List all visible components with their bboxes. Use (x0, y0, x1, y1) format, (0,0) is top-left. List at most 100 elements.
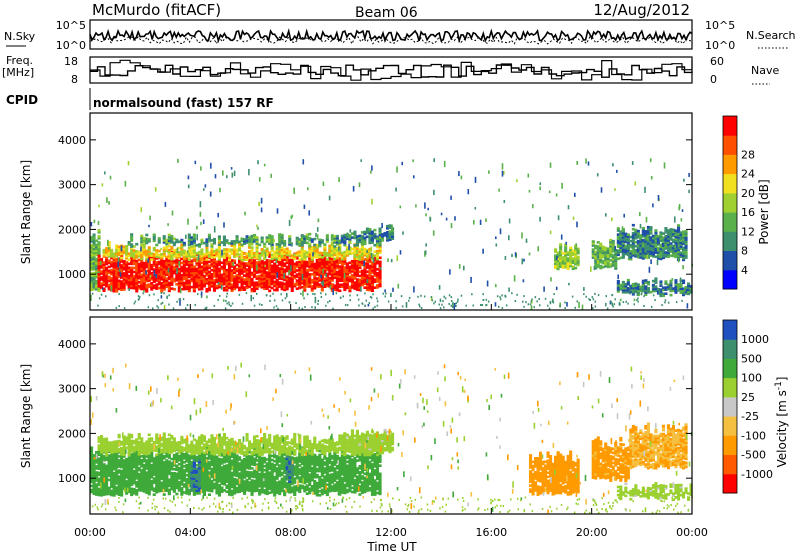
near-range-cell (572, 296, 574, 298)
beam-title: Beam 06 (355, 5, 418, 21)
scatter-cell (522, 259, 524, 265)
data-cell (128, 259, 131, 262)
scatter-cell (412, 159, 414, 162)
scatter-cell (277, 272, 279, 278)
scatter-cell (400, 206, 402, 209)
data-cell (617, 280, 620, 283)
scatter-cell (425, 243, 427, 246)
scatter-cell (221, 250, 223, 256)
near-range-cell (273, 307, 275, 309)
scatter-cell (446, 218, 448, 221)
data-cell (268, 290, 271, 293)
data-cell (654, 229, 657, 232)
near-range-cell (347, 304, 349, 306)
scatter-cell (550, 301, 552, 304)
near-range-cell (168, 294, 170, 296)
data-cell (236, 235, 239, 238)
scatter-cell (286, 293, 288, 297)
scatter-cell (258, 202, 260, 206)
scatter-cell (347, 233, 349, 238)
near-range-cell (545, 298, 547, 300)
near-range-cell (465, 305, 467, 307)
near-range-cell (564, 302, 566, 304)
noise-tick-high-left: 10^5 (56, 19, 86, 32)
scatter-cell (616, 170, 618, 173)
scatter-cell (532, 204, 534, 208)
scatter-cell (168, 268, 170, 273)
scatter-cell (528, 174, 530, 178)
scatter-cell (223, 222, 225, 227)
scatter-cell (523, 279, 525, 282)
scatter-cell (559, 262, 561, 266)
scatter-cell (288, 270, 290, 275)
scatter-cell (568, 283, 570, 285)
scatter-cell (543, 287, 545, 292)
near-range-cell (457, 299, 459, 301)
scatter-cell (261, 208, 263, 213)
near-range-cell (270, 295, 272, 297)
near-range-cell (643, 295, 645, 297)
scatter-cell (179, 300, 181, 306)
scatter-cell (308, 210, 310, 215)
scatter-cell (659, 289, 661, 294)
scatter-cell (322, 269, 324, 274)
near-range-cell (665, 299, 667, 301)
scatter-cell (128, 288, 130, 291)
colorbar-segment (723, 154, 737, 174)
scatter-cell (292, 215, 294, 218)
scatter-cell (539, 217, 541, 222)
scatter-cell (537, 246, 539, 251)
data-cell (140, 235, 143, 238)
scatter-cell (317, 227, 319, 232)
scatter-cell (439, 285, 441, 290)
scatter-cell (400, 250, 402, 254)
near-range-cell (612, 294, 614, 296)
data-cell (130, 233, 133, 236)
scatter-cell (303, 159, 305, 164)
scatter-cell (172, 211, 174, 216)
scatter-cell (658, 195, 660, 201)
scatter-cell (363, 261, 365, 267)
scatter-cell (688, 190, 690, 193)
near-range-cell (651, 306, 653, 308)
near-range-cell (161, 292, 163, 294)
near-range-cell (116, 307, 118, 309)
scatter-cell (424, 202, 426, 208)
scatter-cell (177, 248, 179, 253)
data-cell (200, 249, 203, 252)
scatter-cell (108, 201, 110, 205)
scatter-cell (359, 182, 361, 187)
near-range-cell (225, 307, 227, 309)
colorbar-segment (723, 270, 737, 290)
near-range-cell (388, 301, 390, 303)
scatter-cell (433, 190, 435, 195)
near-range-cell (486, 299, 488, 301)
near-range-cell (152, 307, 154, 309)
data-cell (627, 279, 630, 282)
freq-tick-low: 8 (71, 73, 78, 86)
data-cell (687, 283, 690, 286)
scatter-cell (187, 250, 189, 253)
scatter-cell (338, 177, 340, 182)
near-range-cell (383, 293, 385, 295)
near-range-cell (376, 297, 378, 299)
scatter-cell (684, 288, 686, 291)
data-cell (559, 243, 562, 246)
scatter-cell (188, 176, 190, 180)
scatter-cell (496, 244, 498, 247)
near-range-cell (124, 307, 126, 309)
scatter-cell (291, 242, 293, 246)
near-range-cell (214, 305, 216, 307)
data-cell (150, 258, 153, 261)
data-cell (148, 238, 151, 241)
near-range-cell (547, 305, 549, 307)
near-range-cell (433, 302, 435, 304)
scatter-cell (395, 188, 397, 192)
scatter-cell (125, 181, 127, 187)
near-range-cell (185, 307, 187, 309)
near-range-cell (451, 296, 453, 298)
data-cell (281, 234, 284, 237)
scatter-cell (473, 220, 475, 225)
data-cell (98, 255, 101, 258)
scatter-cell (149, 216, 151, 221)
